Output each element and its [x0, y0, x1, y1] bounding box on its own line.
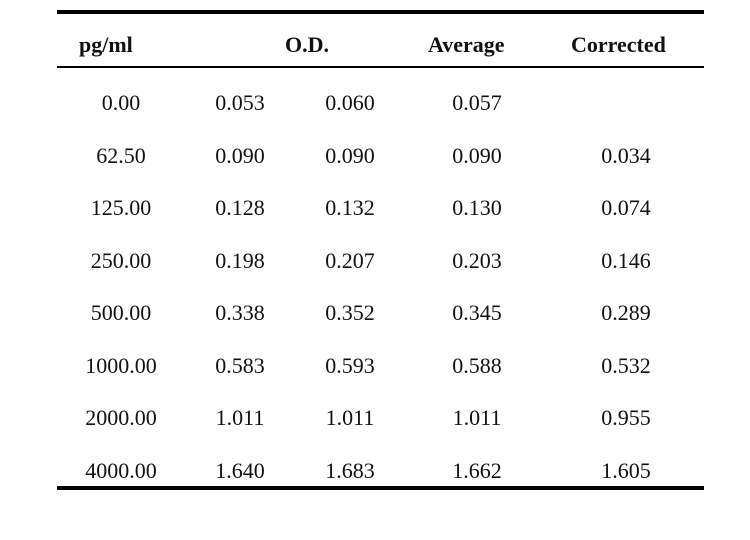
cell-average: 0.130	[452, 195, 502, 220]
table-bottom-rule	[57, 486, 704, 490]
cell-od1: 0.338	[215, 300, 265, 325]
table-row: 0.00 0.053 0.060 0.057	[57, 90, 704, 116]
cell-od1: 0.128	[215, 195, 265, 220]
cell-od2: 0.352	[325, 300, 375, 325]
header-corrected: Corrected	[571, 32, 666, 57]
cell-corrected: 0.532	[601, 353, 651, 378]
cell-od1: 0.198	[215, 248, 265, 273]
cell-conc: 500.00	[90, 300, 152, 325]
cell-corrected: 0.289	[601, 300, 651, 325]
cell-od1: 0.053	[215, 90, 265, 115]
cell-average: 1.011	[452, 405, 502, 430]
cell-average: 0.588	[452, 353, 502, 378]
table-row: 125.00 0.128 0.132 0.130 0.074	[57, 195, 704, 221]
cell-od2: 0.207	[325, 248, 375, 273]
cell-conc: 250.00	[90, 248, 152, 273]
cell-average: 0.057	[452, 90, 502, 115]
cell-conc: 1000.00	[85, 353, 157, 378]
cell-od2: 0.132	[325, 195, 375, 220]
cell-conc: 0.00	[101, 90, 141, 115]
cell-od1: 0.090	[215, 143, 265, 168]
table-row: 1000.00 0.583 0.593 0.588 0.532	[57, 353, 704, 379]
header-od: O.D.	[285, 32, 329, 57]
table-row: 62.50 0.090 0.090 0.090 0.034	[57, 143, 704, 169]
cell-od2: 1.011	[325, 405, 375, 430]
cell-conc: 2000.00	[85, 405, 157, 430]
cell-od1: 0.583	[215, 353, 265, 378]
table-row: 2000.00 1.011 1.011 1.011 0.955	[57, 405, 704, 431]
header-rule	[57, 66, 704, 68]
table-top-rule	[57, 10, 704, 14]
cell-average: 0.203	[452, 248, 502, 273]
header-pg-ml: pg/ml	[79, 32, 133, 57]
cell-average: 0.345	[452, 300, 502, 325]
cell-conc: 62.50	[96, 143, 146, 168]
cell-corrected: 0.146	[601, 248, 651, 273]
header-average: Average	[428, 32, 505, 57]
cell-corrected: 1.605	[601, 458, 651, 483]
cell-average: 0.090	[452, 143, 502, 168]
cell-corrected: 0.955	[601, 405, 651, 430]
cell-conc: 4000.00	[85, 458, 157, 483]
cell-corrected: 0.034	[601, 143, 651, 168]
cell-od1: 1.640	[215, 458, 265, 483]
cell-od2: 0.060	[325, 90, 375, 115]
table-row: 250.00 0.198 0.207 0.203 0.146	[57, 248, 704, 274]
cell-od1: 1.011	[215, 405, 265, 430]
cell-conc: 125.00	[90, 195, 152, 220]
cell-corrected: 0.074	[601, 195, 651, 220]
cell-od2: 0.090	[325, 143, 375, 168]
cell-od2: 1.683	[325, 458, 375, 483]
table-row: 500.00 0.338 0.352 0.345 0.289	[57, 300, 704, 326]
cell-od2: 0.593	[325, 353, 375, 378]
cell-average: 1.662	[452, 458, 502, 483]
table-row: 4000.00 1.640 1.683 1.662 1.605	[57, 458, 704, 484]
